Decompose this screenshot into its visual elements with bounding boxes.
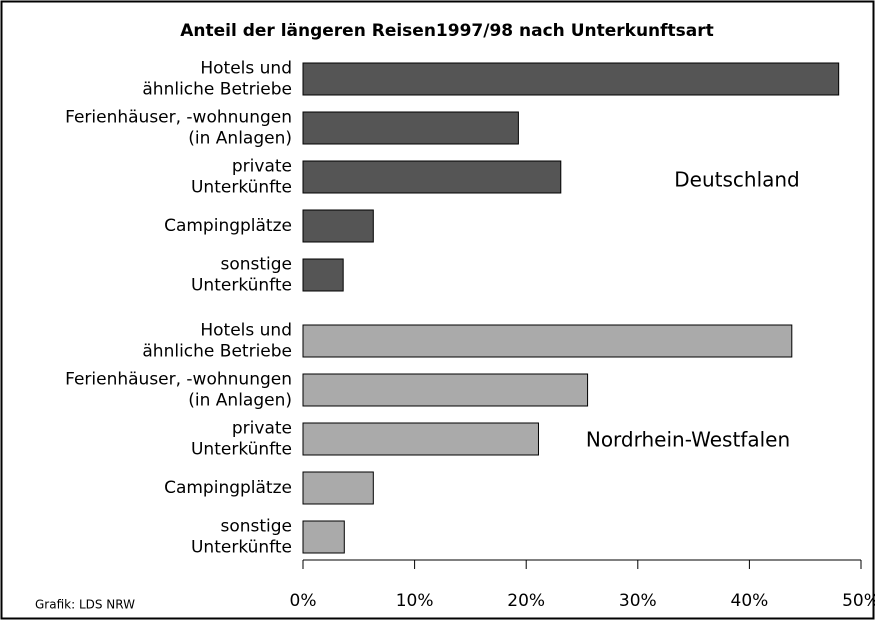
- bar: [302, 258, 344, 292]
- category-label: private: [232, 157, 292, 177]
- chart-title: Anteil der längeren Reisen1997/98 nach U…: [180, 21, 714, 41]
- x-tick-label: 50%: [842, 591, 875, 611]
- source-note: Grafik: LDS NRW: [35, 598, 135, 612]
- x-tick-label: 40%: [731, 591, 769, 611]
- bar: [302, 62, 840, 96]
- category-label: private: [232, 419, 292, 439]
- category-label: Hotels und: [200, 59, 292, 79]
- category-label: Unterkünfte: [191, 440, 292, 460]
- bar: [302, 471, 374, 505]
- bar: [302, 422, 539, 456]
- category-label: Campingplätze: [164, 478, 292, 498]
- bar: [302, 160, 562, 194]
- group-label: Nordrhein-Westfalen: [586, 428, 790, 452]
- bar: [302, 324, 793, 358]
- x-tick-label: 0%: [290, 591, 317, 611]
- category-label: sonstige: [220, 255, 292, 275]
- bar: [302, 373, 589, 407]
- x-tick-label: 20%: [507, 591, 545, 611]
- category-label: Ferienhäuser, -wohnungen: [65, 108, 292, 128]
- x-tick-label: 10%: [396, 591, 434, 611]
- category-label: Unterkünfte: [191, 178, 292, 198]
- category-label: Unterkünfte: [191, 276, 292, 296]
- bar: [302, 111, 519, 145]
- category-label: Hotels und: [200, 321, 292, 341]
- category-label: ähnliche Betriebe: [142, 80, 292, 100]
- category-label: Ferienhäuser, -wohnungen: [65, 370, 292, 390]
- category-label: Campingplätze: [164, 216, 292, 236]
- category-label: (in Anlagen): [188, 129, 292, 149]
- category-label: ähnliche Betriebe: [142, 342, 292, 362]
- category-label: Unterkünfte: [191, 538, 292, 558]
- bar: [302, 520, 345, 554]
- category-label: (in Anlagen): [188, 391, 292, 411]
- category-label: sonstige: [220, 517, 292, 537]
- bar: [302, 209, 374, 243]
- x-tick-label: 30%: [619, 591, 657, 611]
- group-label: Deutschland: [674, 168, 800, 192]
